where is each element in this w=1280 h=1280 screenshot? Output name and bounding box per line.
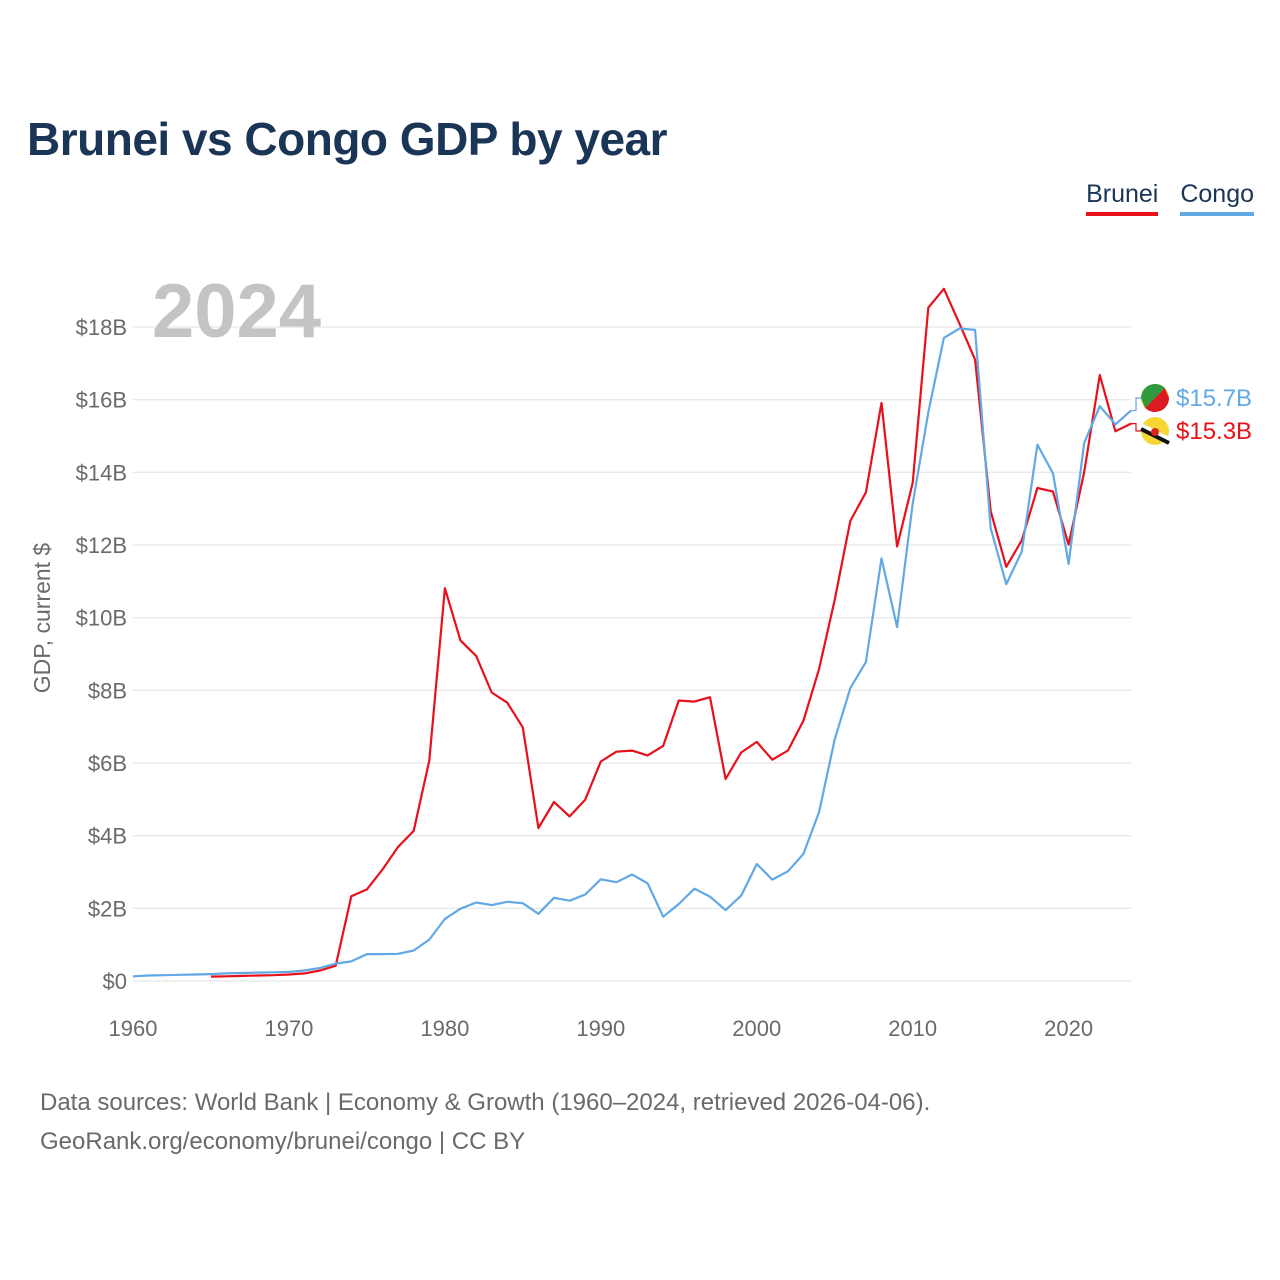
legend-item-brunei[interactable]: Brunei (1086, 180, 1159, 216)
x-tick-label: 1960 (109, 1016, 158, 1041)
end-connector-brunei (1131, 423, 1141, 432)
y-tick-label: $4B (88, 824, 127, 849)
series-layer (132, 287, 1132, 978)
y-tick-label: $8B (88, 678, 127, 703)
y-tick-label: $6B (88, 751, 127, 776)
y-tick-label: $14B (76, 460, 127, 485)
end-labels: $15.7B $15.3B (1131, 383, 1252, 445)
x-tick-label: 1980 (420, 1016, 469, 1041)
series-line-brunei (210, 287, 1132, 978)
end-connector-congo (1131, 397, 1141, 412)
x-tick-label: 2010 (888, 1016, 937, 1041)
y-axis-label: GDP, current $ (29, 543, 55, 694)
y-tick-label: $12B (76, 533, 127, 558)
y-tick-label: $18B (76, 315, 127, 340)
source-line-1: Data sources: World Bank | Economy & Gro… (40, 1089, 931, 1116)
y-tick-label: $0 (103, 969, 127, 994)
x-tick-label: 1970 (264, 1016, 313, 1041)
source-line-2[interactable]: GeoRank.org/economy/brunei/congo | CC BY (40, 1128, 526, 1155)
y-tick-label: $2B (88, 896, 127, 921)
x-tick-label: 1990 (576, 1016, 625, 1041)
legend-item-congo[interactable]: Congo (1180, 180, 1254, 216)
congo-flag-red (1145, 388, 1169, 413)
end-label-congo: $15.7B (1176, 385, 1252, 412)
grid-layer (133, 326, 1131, 982)
y-tick-label: $10B (76, 606, 127, 631)
x-tick-label: 2000 (732, 1016, 781, 1041)
y-axis-ticks: $0 $2B $4B $6B $8B $10B $12B $14B $16B $18B (76, 315, 127, 994)
chart-title: Brunei vs Congo GDP by year (27, 113, 668, 165)
brunei-flag-crest (1151, 428, 1159, 436)
data-source-footer: Data sources: World Bank | Economy & Gro… (40, 1083, 930, 1161)
y-tick-label: $16B (76, 388, 127, 413)
end-label-brunei: $15.3B (1176, 418, 1252, 445)
legend: Brunei Congo (1086, 180, 1254, 216)
series-line-congo (132, 327, 1132, 978)
year-label: 2024 (152, 269, 322, 354)
congo-flag-green (1141, 383, 1165, 408)
x-axis-ticks: 1960 1970 1980 1990 2000 2010 2020 (109, 1016, 1094, 1041)
x-tick-label: 2020 (1044, 1016, 1093, 1041)
